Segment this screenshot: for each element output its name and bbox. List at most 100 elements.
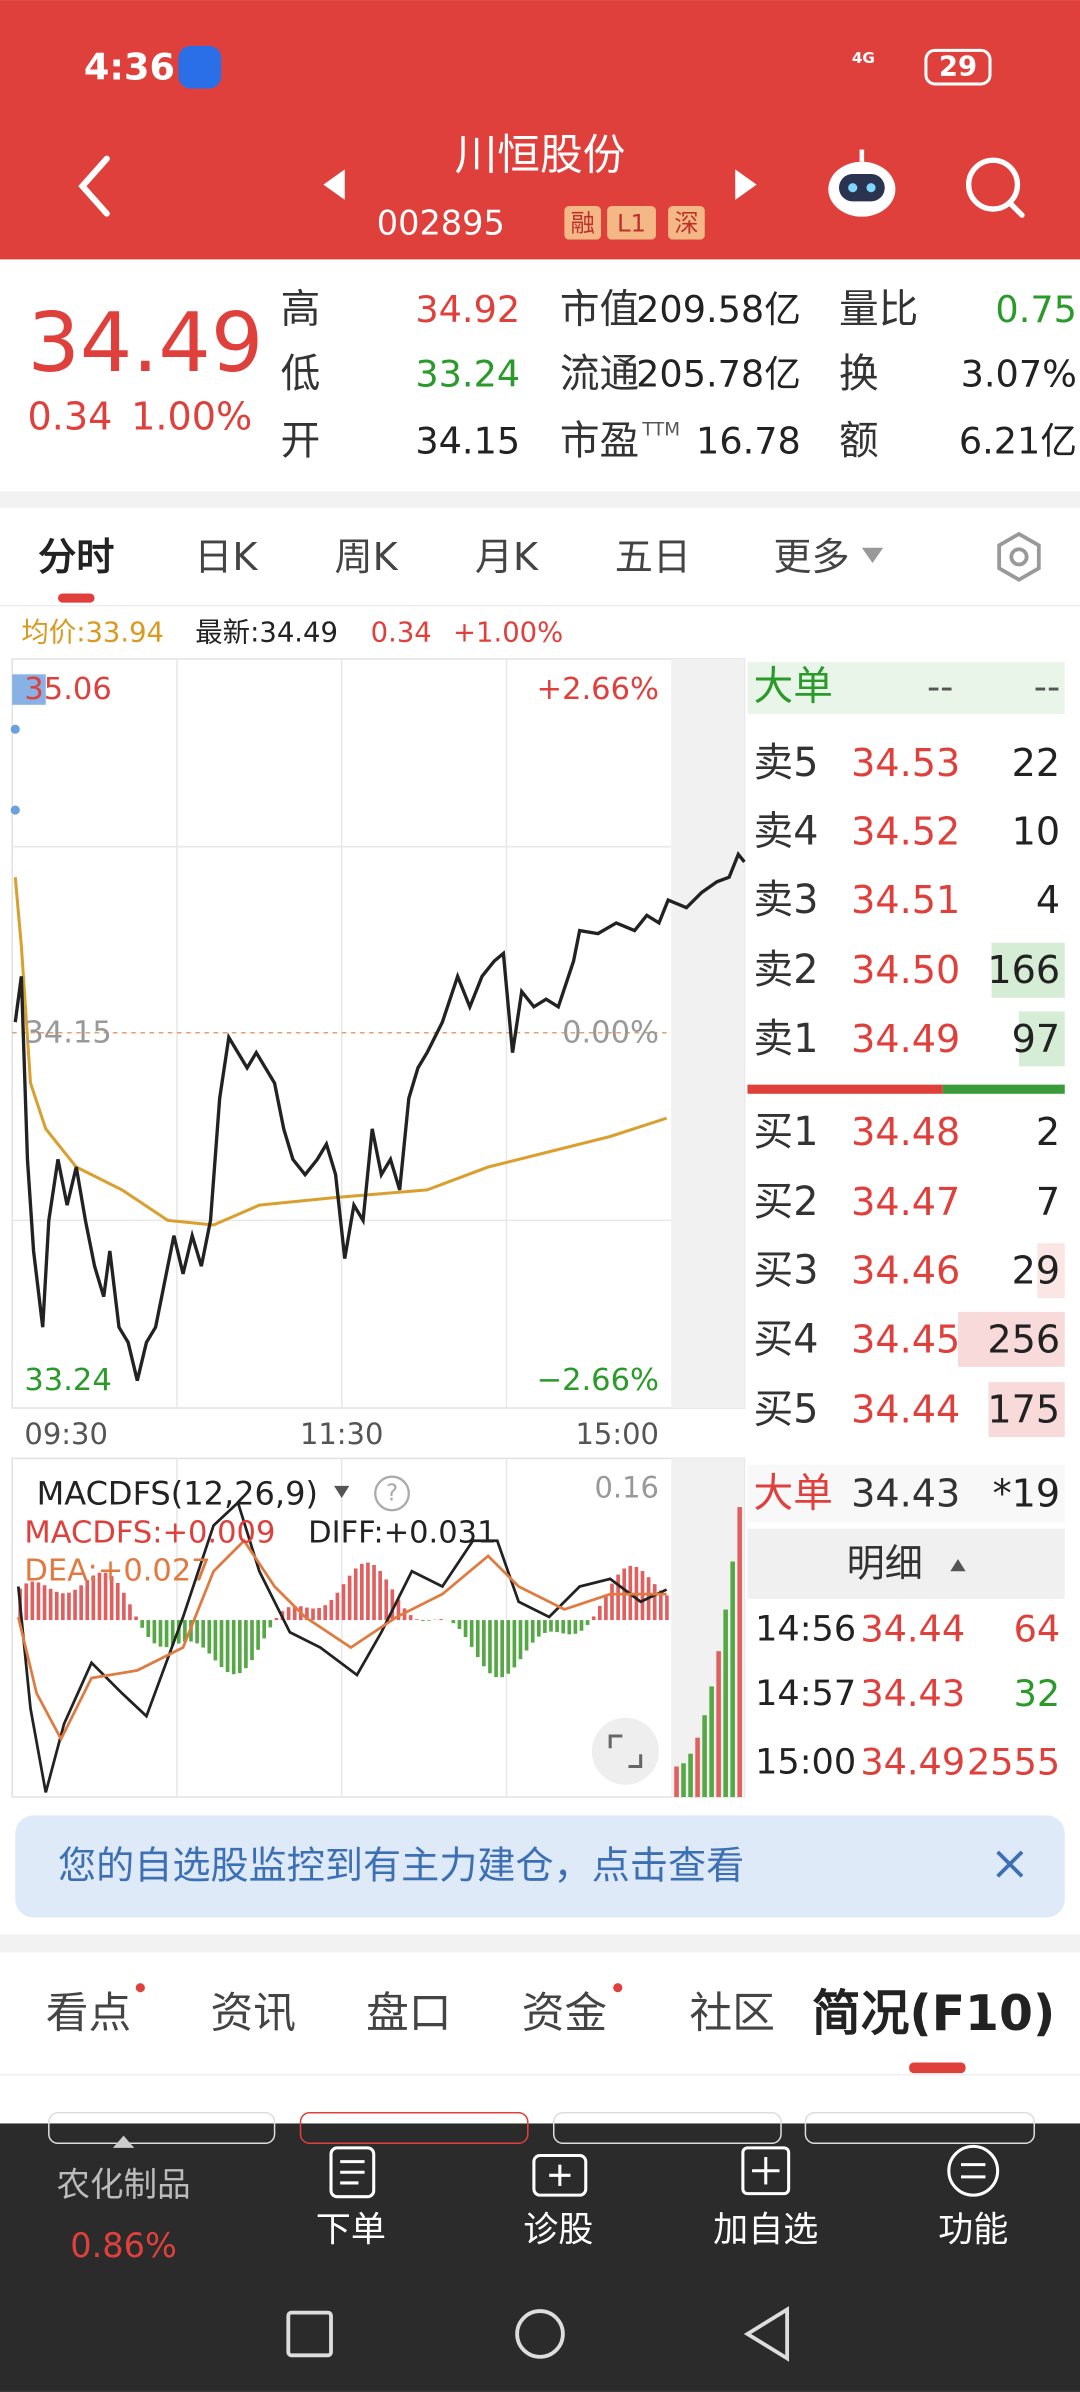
tab-underline [909, 2062, 966, 2074]
macd-bar [341, 1584, 346, 1621]
macd-bar [378, 1570, 382, 1621]
macd-bar [665, 1595, 669, 1621]
dea-line [16, 1538, 667, 1743]
macd-bar [329, 1599, 334, 1621]
level-volume: 256 [987, 1317, 1060, 1361]
macd-bar [183, 1620, 187, 1642]
toolbar-button[interactable]: 诊股 [523, 2210, 593, 2251]
macd-bar [427, 1620, 431, 1621]
stat-value: 34.92 [415, 288, 520, 331]
section-tab[interactable]: 社区 [689, 1989, 774, 2039]
tab[interactable]: 五日 [615, 535, 691, 579]
macd-bar [109, 1576, 114, 1621]
big-order-label: 大单 [754, 1470, 833, 1516]
volume-bar [730, 1561, 735, 1798]
big-order-title: 大单 [754, 664, 833, 710]
tab[interactable]: 更多 [773, 535, 849, 579]
nav-back[interactable] [743, 2306, 790, 2362]
detail-title[interactable]: 明细 [847, 1542, 923, 1586]
close-notice[interactable] [996, 1850, 1024, 1878]
divider [0, 1934, 1080, 1953]
macd-bar [24, 1583, 29, 1621]
macd-bar [292, 1605, 297, 1621]
macd-bar [244, 1620, 248, 1669]
macd-bar [134, 1616, 138, 1621]
toolbar-button[interactable]: 加自选 [713, 2210, 818, 2251]
detail-header[interactable] [747, 1528, 1065, 1599]
macd-bar [384, 1579, 389, 1621]
macd-bar [482, 1620, 486, 1667]
tab[interactable]: 月K [475, 535, 539, 579]
macd-bar [421, 1620, 425, 1621]
nav-home[interactable] [515, 2309, 565, 2359]
change-pct: 1.00% [131, 395, 252, 439]
macd-bar [610, 1583, 614, 1621]
macd-bar [640, 1571, 645, 1621]
settings-button[interactable] [997, 531, 1041, 582]
macd-bar [549, 1620, 553, 1632]
divider [0, 491, 1080, 509]
stat-label: 换 [839, 351, 879, 397]
help-icon[interactable] [374, 1475, 410, 1512]
sector-name[interactable]: 农化制品 [56, 2165, 190, 2204]
tab[interactable]: 分时 [38, 535, 114, 579]
macd-bar [591, 1616, 596, 1621]
macd-bar [366, 1562, 370, 1621]
volume-bar [1018, 1011, 1065, 1067]
notice-text[interactable]: 您的自选股监控到有主力建仓，点击查看 [58, 1844, 744, 1888]
macd-max: 0.16 [594, 1470, 659, 1504]
diff-line [16, 1500, 668, 1793]
level-label: 买3 [754, 1248, 819, 1294]
stock-code: 002895 [377, 203, 505, 242]
macd-bar [79, 1585, 83, 1621]
y-label: 34.15 [24, 1015, 111, 1050]
macd-bar [360, 1563, 364, 1621]
macd-bar [30, 1581, 35, 1621]
expand-sector [112, 2135, 135, 2148]
toolbar-icons [329, 2144, 1000, 2199]
volume-bar [674, 1766, 679, 1798]
trade-volume: 2555 [967, 1740, 1060, 1783]
level-volume: 22 [1012, 741, 1061, 785]
trade-time: 14:56 [755, 1609, 856, 1650]
nav-recent[interactable] [286, 2310, 333, 2358]
macd-bar [128, 1604, 132, 1621]
back-button[interactable] [78, 155, 110, 217]
macd-bar [36, 1582, 41, 1621]
dot [135, 1983, 145, 1993]
section-tab[interactable]: 看点 [46, 1989, 131, 2039]
notice-banner[interactable] [15, 1815, 1065, 1918]
stat-label: 额 [839, 418, 879, 464]
robot-icon[interactable] [828, 149, 896, 217]
section-tab[interactable]: 简况(F10) [812, 1985, 1055, 2042]
stat-value: 3.07% [961, 352, 1077, 395]
macd-bar [61, 1593, 65, 1621]
volume-bar [988, 1382, 1065, 1438]
macd-bar [543, 1620, 547, 1633]
macd-bar [372, 1565, 376, 1621]
section-tab[interactable]: 盘口 [366, 1989, 451, 2039]
macd-bar [530, 1620, 535, 1643]
next-stock[interactable] [735, 169, 757, 200]
tab[interactable]: 日K [194, 535, 258, 579]
section-tab[interactable]: 资讯 [211, 1989, 296, 2039]
level-label: 买2 [754, 1179, 819, 1225]
macd-bar [164, 1620, 169, 1648]
expand-button[interactable] [591, 1717, 659, 1785]
bottom-bar [0, 2123, 1080, 2392]
level-volume: 97 [1012, 1017, 1061, 1061]
prev-stock[interactable] [323, 169, 345, 200]
toolbar-button[interactable]: 功能 [938, 2210, 1008, 2251]
section-tab[interactable]: 资金 [522, 1989, 607, 2039]
macd-title[interactable]: MACDFS(12,26,9) [37, 1474, 318, 1512]
tab[interactable]: 周K [335, 535, 399, 579]
sector-change: 0.86% [70, 2226, 177, 2265]
search-button[interactable] [965, 157, 1025, 218]
macd-bar [268, 1620, 273, 1628]
help-text: ? [386, 1480, 398, 1506]
toolbar-button[interactable]: 下单 [316, 2210, 386, 2251]
header-bg [0, 0, 1080, 260]
stat-label: 流通 [560, 351, 639, 397]
level-volume: 7 [1036, 1180, 1060, 1224]
volume-bar [723, 1609, 728, 1798]
